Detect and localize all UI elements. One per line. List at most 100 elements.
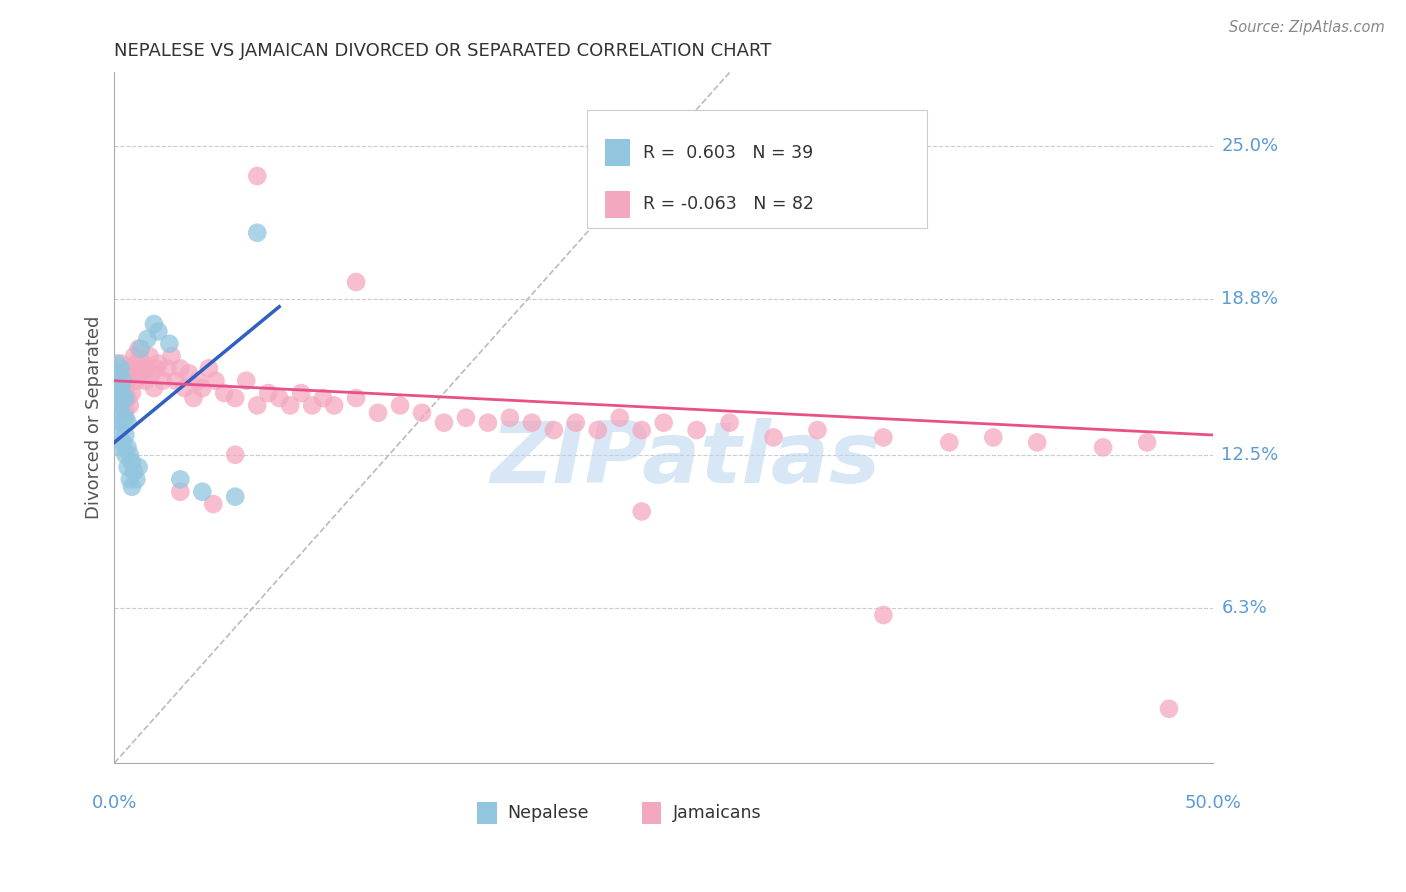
Point — [301, 398, 323, 412]
Point — [183, 391, 205, 405]
Point — [121, 480, 143, 494]
Point — [433, 416, 456, 430]
Text: R = -0.063   N = 82: R = -0.063 N = 82 — [643, 195, 814, 213]
Point — [112, 435, 135, 450]
Point — [323, 398, 346, 412]
Text: R =  0.603   N = 39: R = 0.603 N = 39 — [643, 144, 813, 161]
Point — [609, 410, 631, 425]
Point — [125, 356, 148, 370]
Point — [114, 410, 136, 425]
Text: 50.0%: 50.0% — [1184, 794, 1241, 812]
Point — [520, 416, 543, 430]
Text: NEPALESE VS JAMAICAN DIVORCED OR SEPARATED CORRELATION CHART: NEPALESE VS JAMAICAN DIVORCED OR SEPARAT… — [114, 42, 772, 60]
FancyBboxPatch shape — [477, 802, 496, 824]
Point — [344, 275, 367, 289]
Point — [191, 381, 214, 395]
Point — [477, 416, 499, 430]
Point — [173, 381, 195, 395]
Point — [110, 416, 132, 430]
Point — [110, 398, 132, 412]
Point — [110, 361, 132, 376]
Point — [1157, 702, 1180, 716]
Text: ZIPatlas: ZIPatlas — [491, 417, 880, 500]
FancyBboxPatch shape — [606, 192, 630, 218]
Point — [121, 386, 143, 401]
Point — [143, 381, 166, 395]
Point — [235, 374, 257, 388]
Point — [114, 391, 136, 405]
Point — [112, 367, 135, 381]
Point — [118, 448, 141, 462]
Text: 0.0%: 0.0% — [91, 794, 138, 812]
Point — [117, 374, 139, 388]
Point — [499, 410, 522, 425]
Point — [179, 367, 201, 381]
Point — [718, 416, 741, 430]
Point — [169, 361, 191, 376]
Text: 6.3%: 6.3% — [1222, 599, 1267, 616]
Point — [214, 386, 236, 401]
Point — [143, 317, 166, 331]
Point — [134, 374, 156, 388]
Point — [202, 497, 225, 511]
Point — [107, 386, 129, 401]
Point — [110, 381, 132, 395]
Point — [981, 430, 1004, 444]
Point — [118, 472, 141, 486]
Point — [105, 391, 128, 405]
Point — [136, 332, 159, 346]
Point — [1026, 435, 1049, 450]
Point — [105, 374, 128, 388]
Point — [128, 342, 150, 356]
Point — [630, 423, 652, 437]
Point — [367, 406, 389, 420]
FancyBboxPatch shape — [641, 802, 661, 824]
Point — [204, 374, 226, 388]
Point — [257, 386, 280, 401]
Point — [105, 356, 128, 370]
Text: Jamaicans: Jamaicans — [672, 804, 761, 822]
Point — [112, 391, 135, 405]
Point — [128, 460, 150, 475]
Point — [117, 440, 139, 454]
Point — [121, 455, 143, 469]
Point — [145, 361, 167, 376]
Point — [112, 374, 135, 388]
Point — [246, 226, 269, 240]
Point — [125, 472, 148, 486]
Text: Nepalese: Nepalese — [508, 804, 589, 822]
Point — [411, 406, 433, 420]
Point — [187, 374, 209, 388]
Point — [762, 430, 785, 444]
Text: 25.0%: 25.0% — [1222, 137, 1278, 155]
Point — [246, 169, 269, 183]
Text: Source: ZipAtlas.com: Source: ZipAtlas.com — [1229, 20, 1385, 35]
Point — [117, 391, 139, 405]
Point — [246, 398, 269, 412]
Point — [112, 410, 135, 425]
Point — [110, 356, 132, 370]
Point — [148, 356, 170, 370]
Point — [107, 398, 129, 412]
Point — [586, 423, 609, 437]
FancyBboxPatch shape — [586, 111, 928, 227]
Point — [125, 374, 148, 388]
Point — [107, 423, 129, 437]
Point — [290, 386, 312, 401]
Text: 12.5%: 12.5% — [1222, 446, 1278, 464]
Point — [872, 430, 894, 444]
Point — [224, 391, 246, 405]
Point — [565, 416, 588, 430]
Point — [872, 608, 894, 623]
Point — [224, 490, 246, 504]
Point — [160, 349, 183, 363]
Point — [454, 410, 477, 425]
Point — [107, 386, 129, 401]
Point — [118, 361, 141, 376]
Point — [312, 391, 335, 405]
Point — [110, 440, 132, 454]
Point — [806, 423, 828, 437]
Point — [169, 472, 191, 486]
Point — [198, 361, 221, 376]
Point — [136, 361, 159, 376]
